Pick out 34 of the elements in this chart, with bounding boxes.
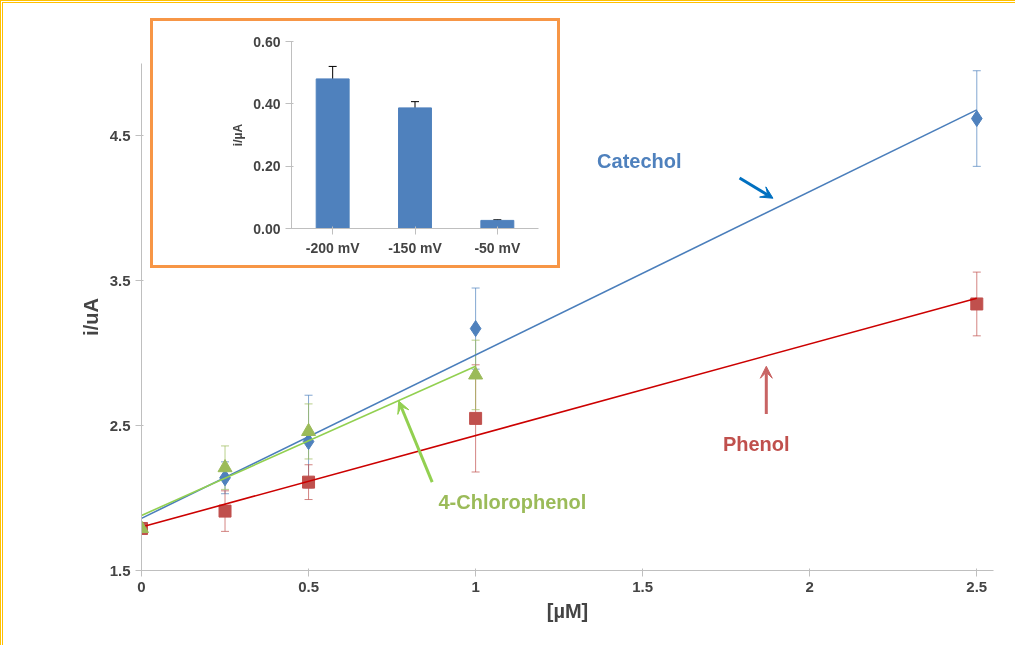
x-axis-title: [µM] bbox=[546, 599, 589, 622]
point bbox=[218, 504, 232, 518]
y-tick-label: 0.20 bbox=[253, 158, 281, 175]
point bbox=[468, 366, 484, 380]
x-tick-label: 2 bbox=[805, 577, 814, 595]
x-tick-label: 0 bbox=[137, 577, 146, 595]
point bbox=[469, 320, 482, 338]
point bbox=[301, 422, 317, 436]
text: 4-Chlorophenol bbox=[438, 491, 587, 514]
y-tick-label: 3.5 bbox=[109, 271, 131, 289]
x-tick-label: 0.5 bbox=[298, 577, 319, 595]
y-axis-title: i/uA bbox=[79, 298, 102, 336]
text: Catechol bbox=[597, 149, 682, 172]
x-tick-label: -50 mV bbox=[474, 239, 521, 256]
x-tick-label: -150 mV bbox=[388, 239, 443, 256]
point bbox=[469, 411, 483, 425]
x-tick-label: 1.5 bbox=[632, 577, 654, 595]
bar bbox=[398, 107, 432, 229]
point bbox=[217, 459, 233, 473]
y-tick-label: 4.5 bbox=[109, 126, 131, 144]
point bbox=[970, 110, 983, 128]
x-tick-label: 2.5 bbox=[966, 577, 988, 595]
bar bbox=[480, 219, 515, 229]
y-tick-label: 0.60 bbox=[253, 33, 281, 50]
bar bbox=[315, 78, 350, 229]
x-tick-label: -200 mV bbox=[305, 239, 361, 256]
x-tick-label: 1 bbox=[471, 577, 480, 595]
y-tick-label: 0.00 bbox=[253, 220, 281, 237]
y-tick-label: 2.5 bbox=[109, 416, 131, 434]
y-tick-label: 1.5 bbox=[109, 561, 131, 579]
y-tick-label: 0.40 bbox=[253, 95, 281, 112]
point bbox=[970, 297, 984, 311]
text: Phenol bbox=[722, 433, 790, 456]
y-axis-title: i/µA bbox=[231, 123, 246, 147]
